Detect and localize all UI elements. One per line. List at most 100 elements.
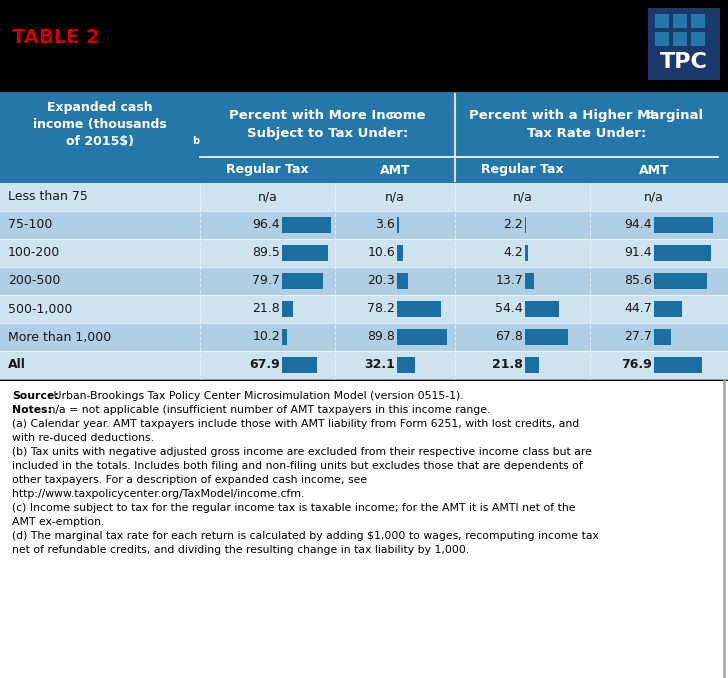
Text: 75-100: 75-100 bbox=[8, 218, 52, 231]
Text: Expanded cash
income (thousands
of 2015$): Expanded cash income (thousands of 2015$… bbox=[33, 101, 167, 148]
Text: Source:: Source: bbox=[12, 391, 59, 401]
Bar bbox=[673, 32, 687, 46]
Text: 67.8: 67.8 bbox=[495, 330, 523, 344]
Text: n/a = not applicable (insufficient number of AMT taxpayers in this income range.: n/a = not applicable (insufficient numbe… bbox=[45, 405, 491, 415]
Text: 10.2: 10.2 bbox=[252, 330, 280, 344]
Bar bbox=[691, 32, 705, 46]
Text: n/a: n/a bbox=[385, 191, 405, 203]
Text: 21.8: 21.8 bbox=[492, 359, 523, 372]
Bar bbox=[0, 0, 728, 92]
Text: 94.4: 94.4 bbox=[625, 218, 652, 231]
Bar bbox=[0, 92, 728, 183]
Bar bbox=[282, 329, 288, 345]
Text: n/a: n/a bbox=[513, 191, 532, 203]
Bar bbox=[397, 329, 447, 345]
Text: (b) Tax units with negative adjusted gross income are excluded from their respec: (b) Tax units with negative adjusted gro… bbox=[12, 447, 592, 457]
Text: 200-500: 200-500 bbox=[8, 275, 60, 287]
Text: AMT: AMT bbox=[380, 163, 411, 176]
Text: 21.8: 21.8 bbox=[252, 302, 280, 315]
Text: c: c bbox=[389, 111, 395, 121]
Text: Urban-Brookings Tax Policy Center Microsimulation Model (version 0515-1).: Urban-Brookings Tax Policy Center Micros… bbox=[50, 391, 464, 401]
Bar bbox=[282, 216, 331, 233]
Bar bbox=[397, 216, 399, 233]
Text: 13.7: 13.7 bbox=[495, 275, 523, 287]
Text: All: All bbox=[8, 359, 26, 372]
Text: Regular Tax: Regular Tax bbox=[481, 163, 563, 176]
Text: AMT: AMT bbox=[638, 163, 669, 176]
Bar bbox=[397, 245, 403, 262]
Bar bbox=[691, 14, 705, 28]
Bar bbox=[0, 211, 728, 239]
Text: Regular Tax: Regular Tax bbox=[226, 163, 309, 176]
Text: n/a: n/a bbox=[258, 191, 277, 203]
Bar bbox=[525, 357, 539, 374]
Text: 500-1,000: 500-1,000 bbox=[8, 302, 72, 315]
Bar bbox=[673, 14, 687, 28]
Bar bbox=[397, 273, 408, 290]
Text: More than 1,000: More than 1,000 bbox=[8, 330, 111, 344]
Text: AMT ex-emption.: AMT ex-emption. bbox=[12, 517, 104, 527]
Bar bbox=[0, 323, 728, 351]
Text: included in the totals. Includes both filing and non-filing units but excludes t: included in the totals. Includes both fi… bbox=[12, 461, 582, 471]
Text: d: d bbox=[646, 111, 654, 121]
Text: 3.6: 3.6 bbox=[375, 218, 395, 231]
Text: Less than 75: Less than 75 bbox=[8, 191, 88, 203]
Bar bbox=[654, 273, 707, 290]
Bar bbox=[525, 216, 526, 233]
Text: 4.2: 4.2 bbox=[503, 247, 523, 260]
Text: 89.5: 89.5 bbox=[252, 247, 280, 260]
Bar bbox=[654, 245, 711, 262]
Bar bbox=[654, 216, 713, 233]
Text: TABLE 2: TABLE 2 bbox=[12, 28, 100, 47]
Text: Percent with More Income
Subject to Tax Under:: Percent with More Income Subject to Tax … bbox=[229, 109, 426, 140]
Text: 2.2: 2.2 bbox=[503, 218, 523, 231]
Bar bbox=[525, 300, 559, 317]
Bar bbox=[655, 32, 669, 46]
Text: 20.3: 20.3 bbox=[367, 275, 395, 287]
Text: http://www.taxpolicycenter.org/TaxModel/income.cfm.: http://www.taxpolicycenter.org/TaxModel/… bbox=[12, 489, 304, 499]
Bar bbox=[648, 8, 720, 80]
Text: (d) The marginal tax rate for each return is calculated by adding $1,000 to wage: (d) The marginal tax rate for each retur… bbox=[12, 531, 599, 541]
Text: 100-200: 100-200 bbox=[8, 247, 60, 260]
Bar bbox=[0, 183, 728, 211]
Text: TPC: TPC bbox=[660, 52, 708, 72]
Text: Notes:: Notes: bbox=[12, 405, 52, 415]
Text: 85.6: 85.6 bbox=[624, 275, 652, 287]
Text: 89.8: 89.8 bbox=[367, 330, 395, 344]
Text: 27.7: 27.7 bbox=[624, 330, 652, 344]
Text: Percent with a Higher Marginal
Tax Rate Under:: Percent with a Higher Marginal Tax Rate … bbox=[470, 109, 703, 140]
Bar bbox=[0, 351, 728, 379]
Bar bbox=[654, 300, 681, 317]
Bar bbox=[282, 273, 323, 290]
Text: 91.4: 91.4 bbox=[625, 247, 652, 260]
Text: 78.2: 78.2 bbox=[367, 302, 395, 315]
Text: 44.7: 44.7 bbox=[624, 302, 652, 315]
Text: 10.6: 10.6 bbox=[367, 247, 395, 260]
Bar bbox=[282, 300, 293, 317]
Bar bbox=[397, 357, 415, 374]
Bar bbox=[654, 329, 671, 345]
Text: 76.9: 76.9 bbox=[621, 359, 652, 372]
Bar bbox=[282, 357, 317, 374]
Text: net of refundable credits, and dividing the resulting change in tax liability by: net of refundable credits, and dividing … bbox=[12, 545, 470, 555]
Bar bbox=[397, 300, 440, 317]
Text: 96.4: 96.4 bbox=[253, 218, 280, 231]
Bar bbox=[525, 245, 528, 262]
Bar bbox=[654, 357, 702, 374]
Text: (c) Income subject to tax for the regular income tax is taxable income; for the : (c) Income subject to tax for the regula… bbox=[12, 503, 576, 513]
Bar bbox=[0, 381, 728, 678]
Text: n/a: n/a bbox=[644, 191, 664, 203]
Text: b: b bbox=[192, 136, 199, 146]
Text: 79.7: 79.7 bbox=[252, 275, 280, 287]
Text: with re-duced deductions.: with re-duced deductions. bbox=[12, 433, 154, 443]
Text: 32.1: 32.1 bbox=[364, 359, 395, 372]
Text: (a) Calendar year. AMT taxpayers include those with AMT liability from Form 6251: (a) Calendar year. AMT taxpayers include… bbox=[12, 419, 579, 429]
Bar bbox=[0, 267, 728, 295]
Bar bbox=[655, 14, 669, 28]
Text: other taxpayers. For a description of expanded cash income, see: other taxpayers. For a description of ex… bbox=[12, 475, 367, 485]
Bar bbox=[282, 245, 328, 262]
Text: 54.4: 54.4 bbox=[495, 302, 523, 315]
Bar bbox=[525, 329, 568, 345]
Text: 67.9: 67.9 bbox=[249, 359, 280, 372]
Bar bbox=[0, 239, 728, 267]
